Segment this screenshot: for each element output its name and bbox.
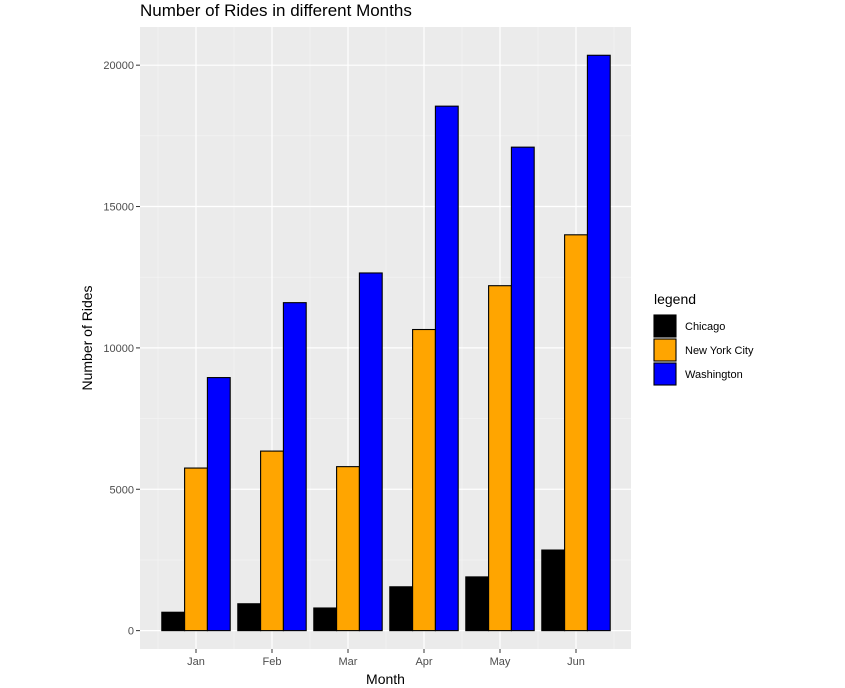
- x-tick-label: Apr: [415, 656, 432, 668]
- bar-new-york-city-feb: [260, 450, 284, 632]
- legend: legend Chicago New York City Washington: [653, 291, 754, 386]
- y-axis: 0 5000 10000 15000 20000: [103, 60, 140, 638]
- chart-title: Number of Rides in different Months: [140, 1, 412, 20]
- y-tick-label: 15000: [103, 202, 134, 214]
- bar-washington-jun: [586, 54, 611, 632]
- legend-label: Washington: [685, 369, 743, 381]
- bar-new-york-city-jan: [184, 467, 208, 632]
- bar-chicago-jan: [161, 611, 186, 632]
- bar-chicago-feb: [237, 603, 262, 632]
- legend-label: New York City: [685, 345, 754, 357]
- y-tick-label: 0: [128, 626, 134, 638]
- bar-washington-apr: [434, 105, 459, 632]
- bar-new-york-city-mar: [336, 466, 360, 632]
- bar-washington-feb: [282, 302, 307, 632]
- x-tick-label: Jun: [567, 656, 585, 668]
- bar-new-york-city-jun: [564, 234, 588, 632]
- bar-washington-mar: [358, 272, 383, 632]
- legend-key-washington: [653, 362, 677, 386]
- bar-new-york-city-may: [488, 285, 512, 632]
- bar-chicago-apr: [389, 586, 414, 632]
- y-tick-label: 5000: [110, 484, 134, 496]
- y-tick-label: 20000: [103, 60, 134, 72]
- x-tick-label: Mar: [339, 656, 358, 668]
- legend-label: Chicago: [685, 321, 725, 333]
- bar-chicago-jun: [541, 549, 566, 632]
- legend-key-new-york-city: [653, 338, 677, 362]
- legend-title: legend: [654, 291, 696, 307]
- x-tick-label: Feb: [263, 656, 282, 668]
- y-axis-title: Number of Rides: [79, 285, 95, 390]
- bar-chicago-may: [465, 576, 490, 632]
- x-tick-label: Jan: [187, 656, 205, 668]
- x-tick-label: May: [490, 656, 511, 668]
- bar-washington-may: [510, 146, 535, 632]
- bar-washington-jan: [206, 377, 231, 632]
- y-tick-label: 10000: [103, 343, 134, 355]
- bar-chicago-mar: [313, 607, 338, 632]
- x-axis: Jan Feb Mar Apr May Jun: [187, 649, 585, 668]
- x-axis-title: Month: [366, 671, 405, 687]
- bars: [161, 54, 611, 632]
- legend-key-chicago: [653, 314, 677, 338]
- bar-new-york-city-apr: [412, 328, 436, 632]
